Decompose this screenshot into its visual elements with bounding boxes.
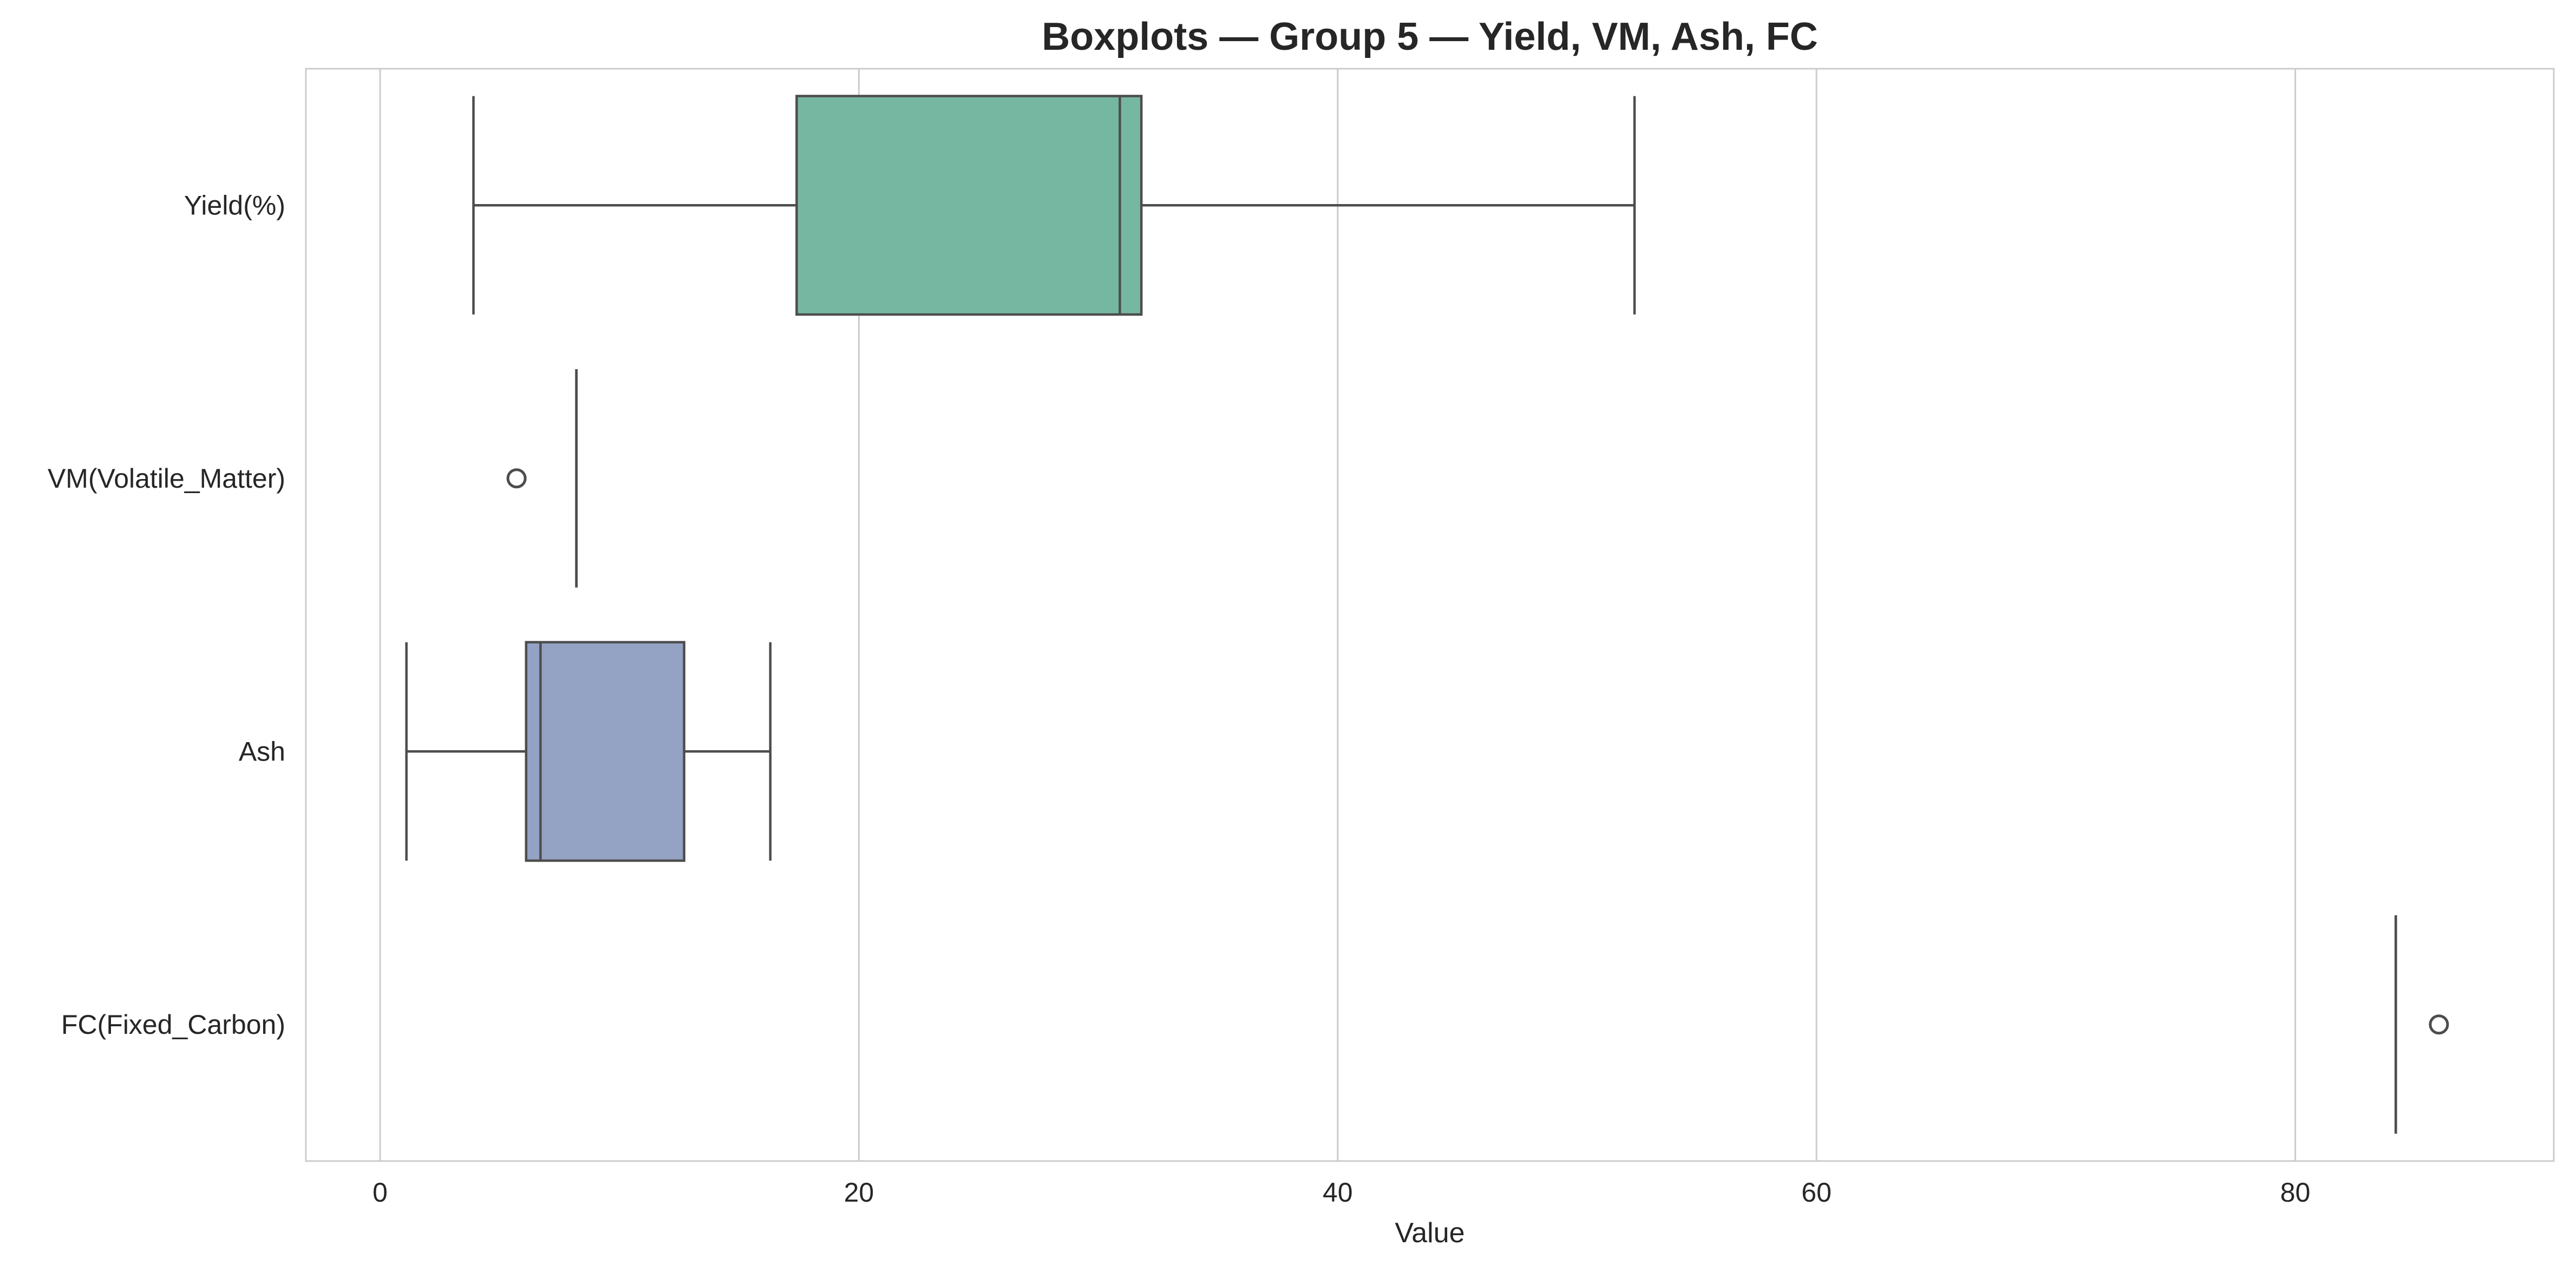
outlier-point	[506, 468, 527, 489]
box-group	[506, 369, 578, 588]
x-tick-labels: 0 20 40 60 80	[372, 1177, 2310, 1208]
plot-frame	[305, 68, 2555, 1162]
y-tick-label: VM(Volatile_Matter)	[48, 463, 285, 494]
x-tick-label: 80	[2280, 1177, 2311, 1208]
box-group	[405, 641, 772, 862]
box-group	[472, 95, 1636, 316]
x-tick-label: 40	[1323, 1177, 1353, 1208]
y-tick-label: FC(Fixed_Carbon)	[61, 1009, 285, 1040]
y-tick-label: Yield(%)	[184, 190, 285, 220]
x-tick-label: 60	[1801, 1177, 1832, 1208]
chart-title: Boxplots — Group 5 — Yield, VM, Ash, FC	[1042, 15, 1817, 58]
box-group	[2394, 915, 2449, 1134]
outlier-point	[2429, 1014, 2449, 1035]
boxes	[405, 95, 2449, 1134]
x-axis-label: Value	[1395, 1217, 1464, 1249]
box-iqr	[795, 95, 1143, 316]
y-tick-label: Ash	[239, 736, 285, 766]
x-tick-label: 0	[372, 1177, 388, 1208]
grid-lines	[379, 69, 2296, 1161]
x-tick-label: 20	[844, 1177, 874, 1208]
box-iqr	[525, 641, 685, 862]
y-tick-labels: Yield(%) VM(Volatile_Matter) Ash FC(Fixed_C…	[48, 190, 285, 1040]
